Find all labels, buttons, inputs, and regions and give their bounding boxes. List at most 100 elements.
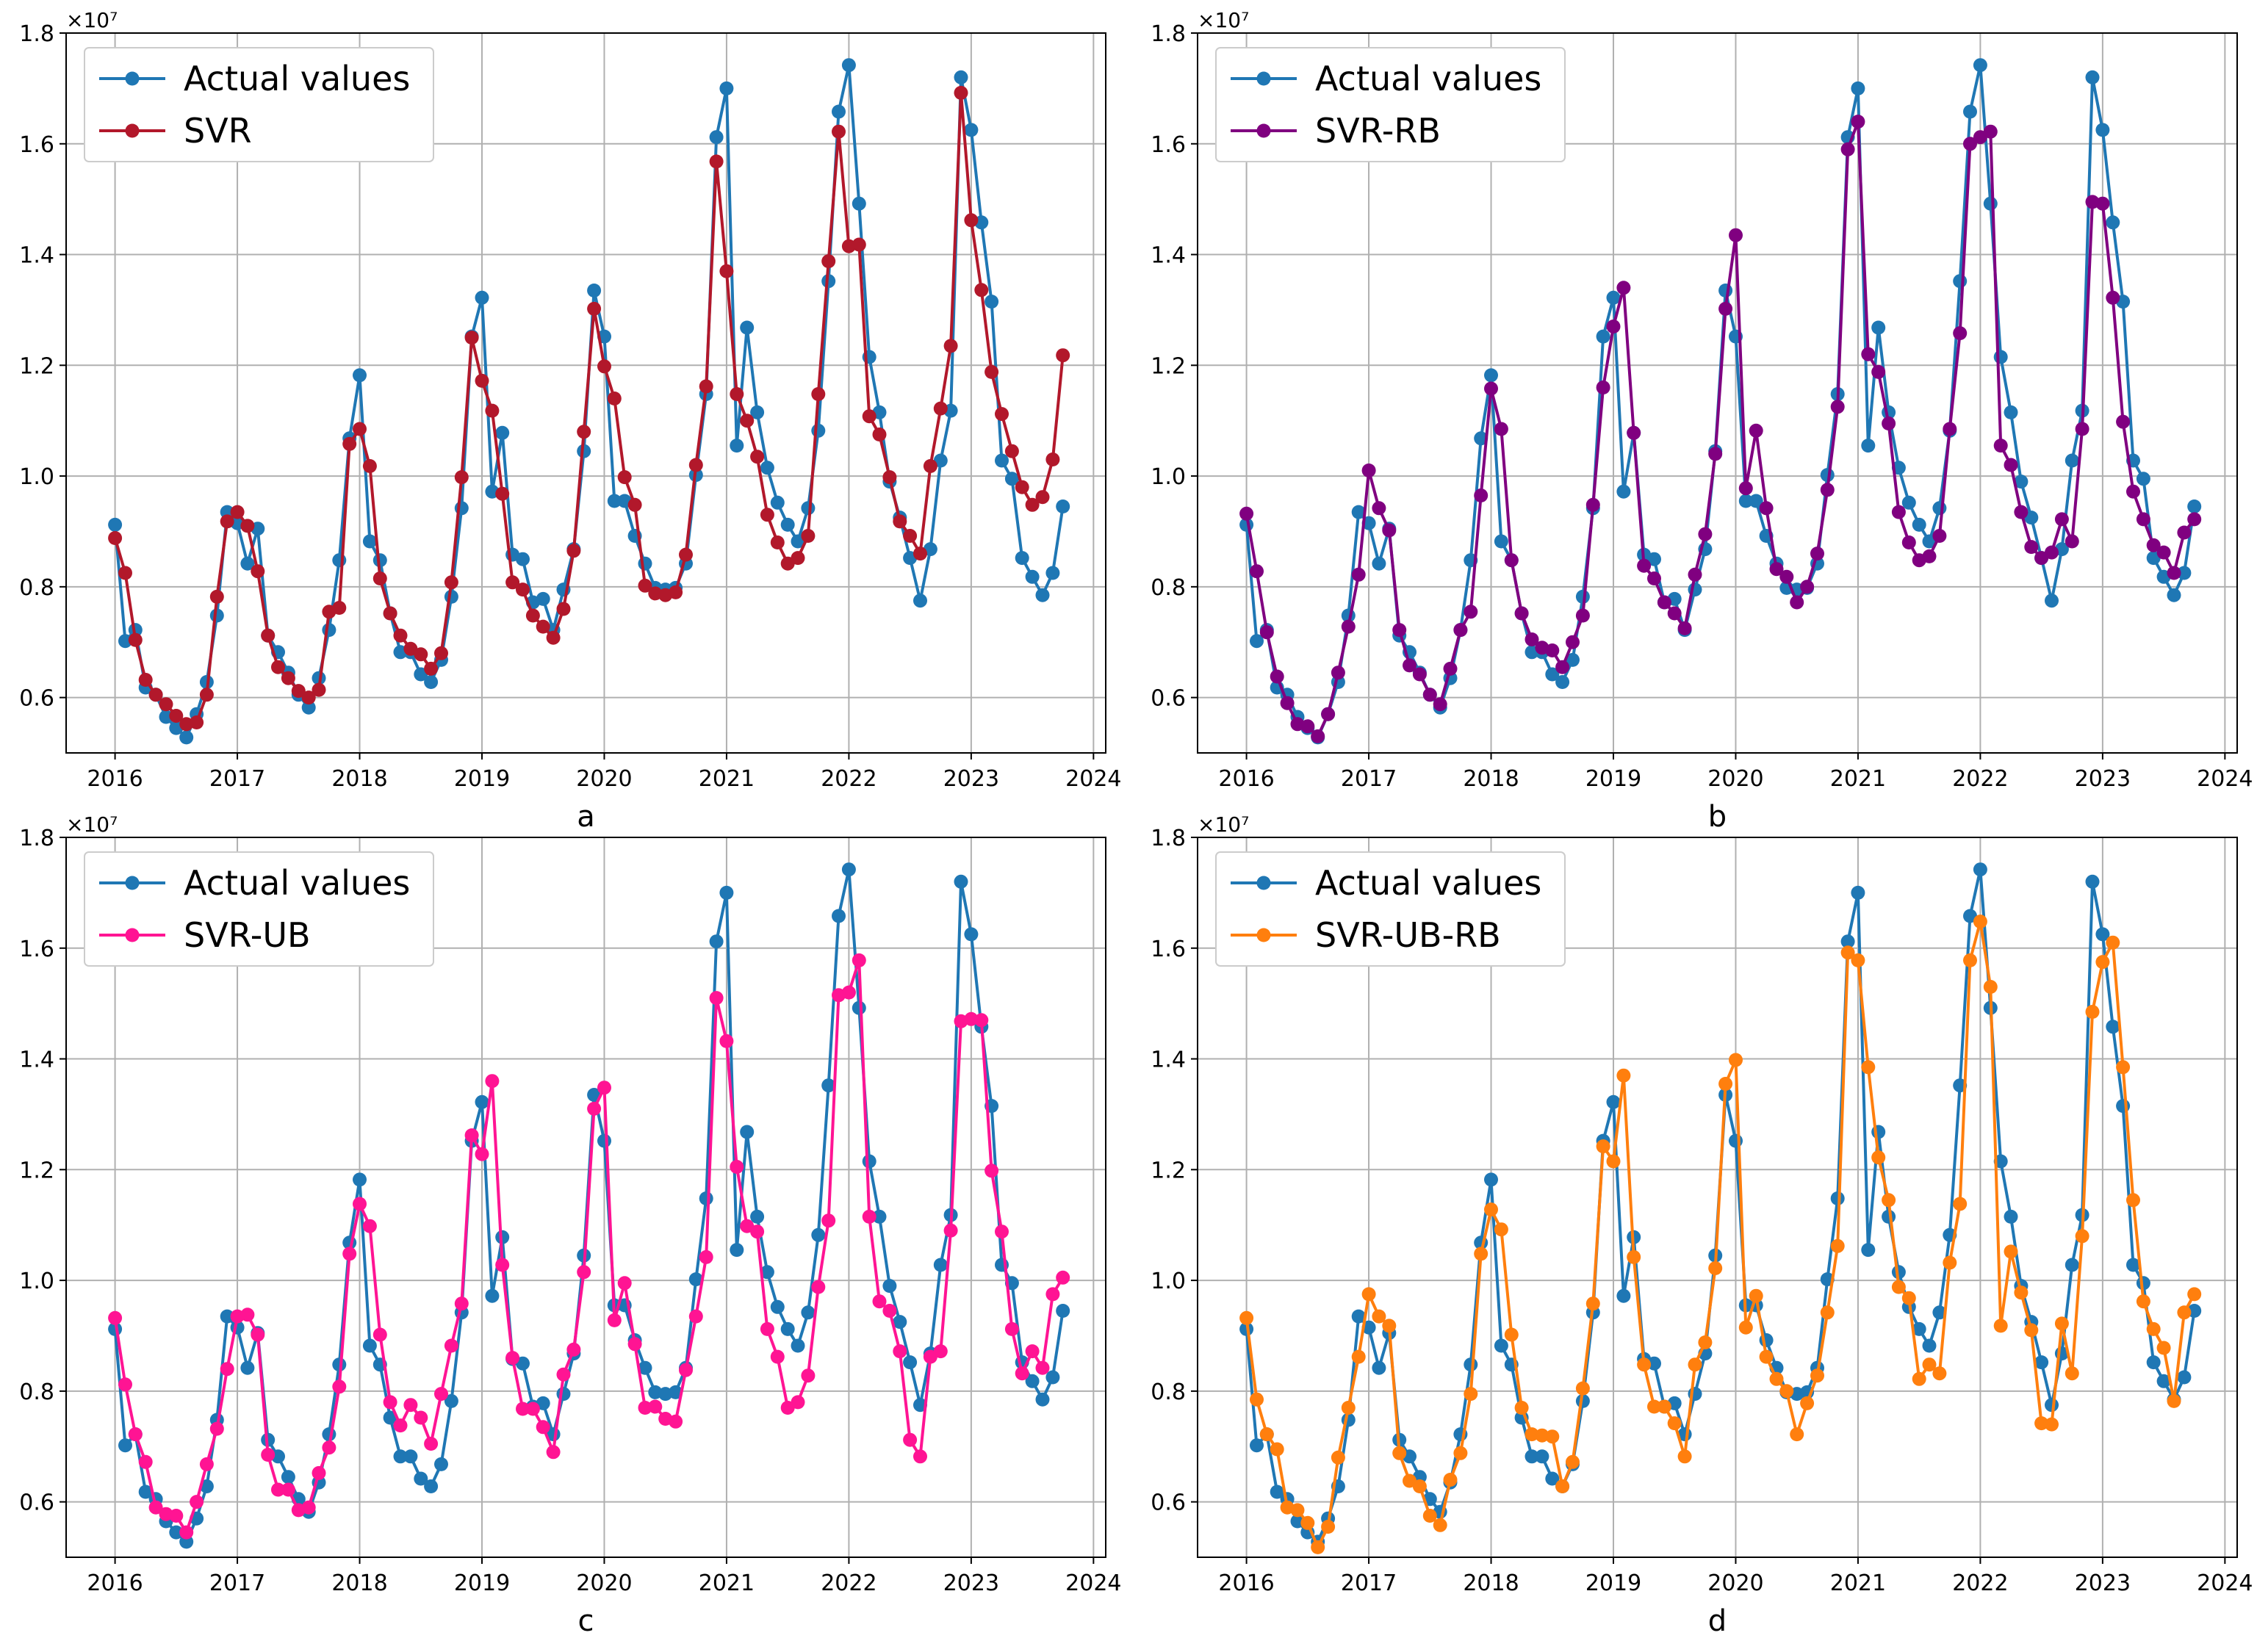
data-point — [2065, 1258, 2079, 1272]
data-point — [760, 1265, 774, 1280]
data-point — [1494, 422, 1508, 436]
data-point — [1708, 1261, 1723, 1275]
data-point — [2177, 1305, 2192, 1320]
data-point — [2146, 551, 2161, 566]
data-point — [1392, 1446, 1407, 1460]
y-tick-label: 1.8 — [19, 21, 54, 47]
data-point — [1759, 1349, 1774, 1364]
data-point — [882, 1279, 897, 1294]
data-point — [1891, 1280, 1906, 1294]
data-point — [1953, 1197, 1968, 1211]
data-point — [852, 237, 866, 252]
data-point — [434, 646, 448, 660]
data-point — [2004, 1244, 2018, 1259]
data-point — [2167, 1393, 2181, 1408]
data-point — [2146, 538, 2161, 552]
data-point — [1953, 326, 1968, 341]
data-point — [566, 1342, 581, 1357]
data-point — [1882, 1193, 1896, 1208]
data-point — [1861, 1243, 1876, 1258]
y-tick-label: 1.8 — [1151, 826, 1186, 851]
data-point — [2045, 594, 2059, 608]
data-point — [1585, 1296, 1600, 1311]
x-tick-label: 2024 — [2197, 766, 2253, 792]
data-point — [587, 1101, 602, 1116]
data-point — [638, 578, 652, 593]
data-point — [1810, 1368, 1824, 1383]
data-point — [750, 450, 765, 464]
data-point — [1738, 481, 1753, 496]
data-point — [128, 1427, 143, 1442]
data-point — [556, 1387, 571, 1402]
data-point — [1382, 523, 1397, 538]
data-point — [1474, 488, 1489, 502]
data-point — [740, 414, 755, 428]
legend: Actual values SVR-UB-RB — [1215, 851, 1566, 967]
data-point — [1983, 124, 1998, 139]
data-point — [495, 1230, 510, 1244]
data-point — [403, 1449, 418, 1464]
data-point — [271, 1482, 285, 1497]
data-point — [597, 1081, 611, 1095]
data-point — [393, 1449, 408, 1464]
data-point — [995, 453, 1009, 468]
y-tick-label: 0.8 — [1151, 1379, 1186, 1405]
data-point — [1943, 1255, 1957, 1270]
data-point — [2106, 935, 2120, 950]
data-point — [1627, 425, 1641, 440]
data-point — [669, 1385, 683, 1399]
chart-panel-c: 2016 2017 2018 2019 2020 2021 2022 2023 2024 0.6 0… — [19, 812, 1121, 1638]
data-point — [2085, 1005, 2100, 1019]
data-point — [760, 1321, 774, 1336]
data-point — [2024, 511, 2039, 525]
data-point — [1667, 1416, 1682, 1431]
y-tick-label: 0.8 — [1151, 575, 1186, 601]
data-point — [1341, 1401, 1356, 1415]
data-point — [974, 283, 989, 297]
data-point — [485, 403, 500, 418]
x-tick-label: 2024 — [2197, 1570, 2253, 1596]
data-point — [240, 556, 255, 571]
x-tick-label: 2023 — [943, 1570, 999, 1596]
data-point — [954, 85, 968, 100]
data-point — [607, 494, 622, 508]
data-point — [893, 514, 907, 529]
data-point — [1891, 505, 1906, 519]
data-point — [1056, 1270, 1070, 1285]
data-point — [1698, 1335, 1713, 1349]
y-tick-label: 1.8 — [1151, 21, 1186, 47]
data-point — [709, 934, 724, 949]
x-tick-label: 2018 — [331, 1570, 387, 1596]
data-point — [199, 1457, 214, 1471]
legend-box — [1215, 851, 1566, 967]
data-point — [1810, 547, 1824, 561]
data-point — [2136, 1294, 2150, 1309]
data-point — [841, 58, 856, 73]
data-point — [1983, 980, 1998, 994]
data-point — [1932, 529, 1947, 543]
data-point — [1422, 1509, 1437, 1523]
data-point — [1453, 623, 1468, 638]
legend: Actual values SVR-RB — [1215, 47, 1566, 162]
data-point — [1259, 625, 1274, 640]
y-tick-label: 1.4 — [19, 243, 54, 269]
data-point — [1606, 1154, 1621, 1169]
data-point — [872, 1209, 887, 1224]
data-point — [1993, 350, 2008, 364]
data-point — [1015, 480, 1029, 494]
data-point — [740, 1219, 755, 1233]
data-point — [118, 1377, 132, 1392]
data-point — [495, 425, 510, 440]
data-point — [383, 1395, 397, 1410]
data-point — [1239, 1310, 1254, 1325]
data-point — [1484, 381, 1498, 396]
data-point — [444, 575, 458, 590]
x-tick-label: 2021 — [1830, 766, 1886, 792]
data-point — [1504, 1327, 1519, 1342]
data-point — [1035, 588, 1050, 602]
data-point — [1311, 1540, 1325, 1554]
data-point — [1250, 1392, 1264, 1407]
axes-frame — [65, 32, 1106, 754]
data-point — [475, 290, 489, 305]
data-point — [841, 985, 856, 1000]
